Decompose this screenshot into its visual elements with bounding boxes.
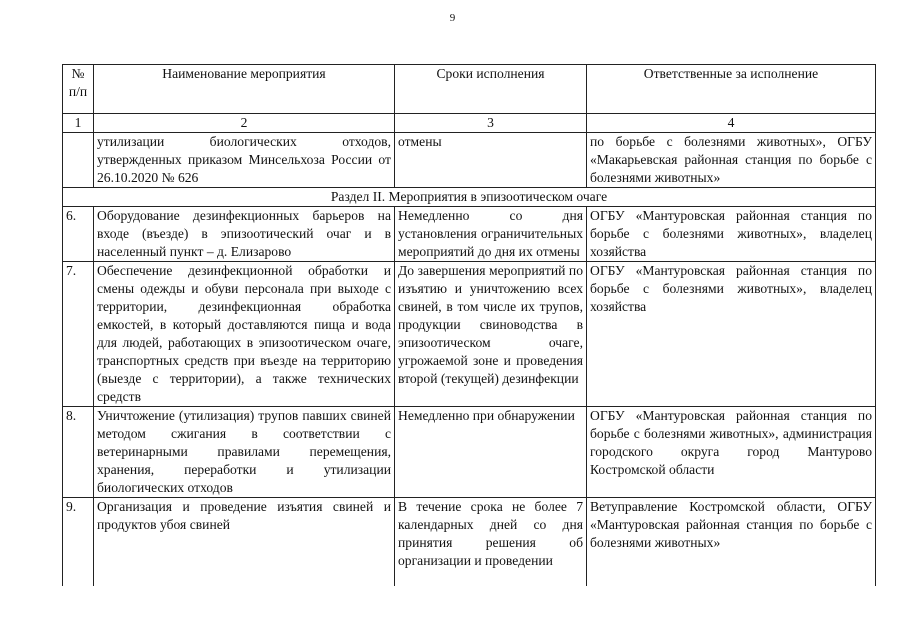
col-number: 1 (62, 113, 94, 133)
row-name: Организация и проведение изъятия свиней … (93, 497, 395, 586)
row-name: Обеспечение дезинфекционной обработки и … (93, 261, 395, 407)
header-num: № п/п (62, 64, 94, 114)
table-row: 6. Оборудование дезинфекционных барьеров… (62, 206, 876, 262)
row-num: 7. (62, 261, 94, 407)
row-name: Уничтожение (утилизация) трупов павших с… (93, 406, 395, 498)
header-responsible: Ответственные за исполнение (586, 64, 876, 114)
row-num: 8. (62, 406, 94, 498)
table-header: № п/п Наименование мероприятия Сроки исп… (62, 64, 876, 114)
table-row: 9. Организация и проведение изъятия свин… (62, 497, 876, 586)
row-responsible: ОГБУ «Мантуровская районная станция по б… (586, 406, 876, 498)
row-term: Немедленно при обнаружении (394, 406, 587, 498)
row-responsible: Ветуправление Костромской области, ОГБУ … (586, 497, 876, 586)
table-row: 8. Уничтожение (утилизация) трупов павши… (62, 406, 876, 498)
row-name: утилизации биологических отходов, утверж… (93, 132, 395, 188)
row-num (62, 132, 94, 188)
row-term: До завершения мероприятий по изъятию и у… (394, 261, 587, 407)
row-term: В течение срока не более 7 календарных д… (394, 497, 587, 586)
section-row: Раздел II. Мероприятия в эпизоотическом … (62, 187, 876, 207)
col-number: 4 (586, 113, 876, 133)
row-term: отмены (394, 132, 587, 188)
row-term: Немедленно со дня установления ограничит… (394, 206, 587, 262)
row-name: Оборудование дезинфекционных барьеров на… (93, 206, 395, 262)
row-num: 9. (62, 497, 94, 586)
section-title: Раздел II. Мероприятия в эпизоотическом … (62, 187, 876, 207)
header-name: Наименование мероприятия (93, 64, 395, 114)
header-term: Сроки исполнения (394, 64, 587, 114)
col-number: 2 (93, 113, 395, 133)
table-row: утилизации биологических отходов, утверж… (62, 132, 876, 188)
row-responsible: ОГБУ «Мантуровская районная станция по б… (586, 206, 876, 262)
measures-table: № п/п Наименование мероприятия Сроки исп… (62, 64, 876, 586)
col-number: 3 (394, 113, 587, 133)
page-number: 9 (449, 12, 456, 24)
row-responsible: ОГБУ «Мантуровская районная станция по б… (586, 261, 876, 407)
row-num: 6. (62, 206, 94, 262)
table-row: 7. Обеспечение дезинфекционной обработки… (62, 261, 876, 407)
column-numbers-row: 1 2 3 4 (62, 113, 876, 133)
row-responsible: по борьбе с болезнями животных», ОГБУ «М… (586, 132, 876, 188)
